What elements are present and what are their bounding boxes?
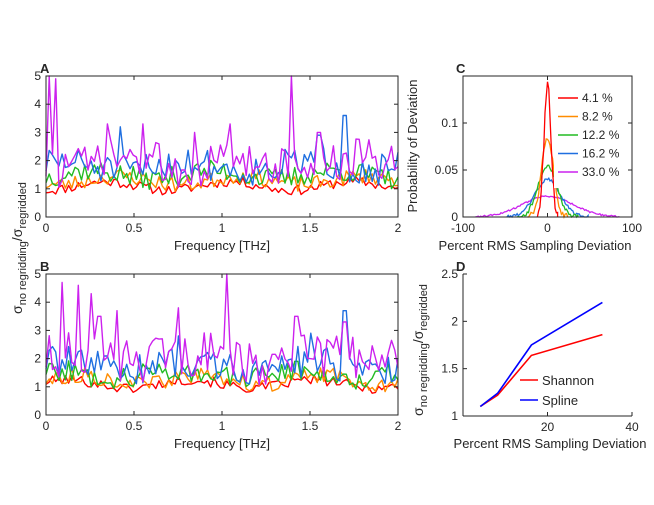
x-tick-label: 0: [43, 221, 50, 235]
plot-c-xlabel: Percent RMS Sampling Deviation: [439, 238, 632, 253]
panel-b: B 0 0.5 1 1.5 2 0 1 2 3 4 5 Frequency [THz]: [34, 259, 401, 451]
x-tick-label: 1.5: [302, 419, 319, 433]
x-tick-label: 1.5: [302, 221, 319, 235]
y-tick-label: 1: [34, 182, 41, 196]
d-ylabel-sigma-1: σ: [410, 407, 426, 416]
plot-a-xlabel: Frequency [THz]: [174, 238, 270, 253]
y-tick-label: 0: [451, 210, 458, 224]
legend-label: 8.2 %: [582, 110, 613, 124]
panel-d: D 20 40 1 1.5 2 2.5 Percent RMS Sampling Devi…: [410, 259, 646, 451]
y-tick-label: 2: [34, 154, 41, 168]
panel-a: A 0 0.5 1 1.5 2 0 1 2 3 4 5 Frequency [THz]: [34, 61, 401, 253]
x-tick-label: 0: [544, 221, 551, 235]
panel-letter-d: D: [456, 259, 465, 274]
y-tick-label: 2.5: [441, 267, 458, 281]
panel-letter-c: C: [456, 61, 466, 76]
x-tick-label: -100: [451, 221, 475, 235]
d-ylabel-sub-2: regridded: [418, 284, 430, 330]
x-tick-label: 20: [541, 420, 555, 434]
y-tick-label: 3: [34, 125, 41, 139]
legend-label: 4.1 %: [582, 91, 613, 105]
plot-b-axes: 0 0.5 1 1.5 2 0 1 2 3 4 5: [34, 267, 401, 433]
plot-a-frame: [45, 75, 399, 218]
y-tick-label: 1: [451, 409, 458, 423]
x-tick-label: 0.5: [126, 221, 143, 235]
plot-c-ylabel: Probability of Deviation: [405, 80, 420, 213]
series-line: [527, 138, 569, 219]
series-line: [516, 164, 579, 219]
plot-d-series: [479, 301, 603, 408]
plot-d-axes: 20 40 1 1.5 2 2.5: [441, 267, 639, 434]
ylabel-sub-2: regridded: [17, 182, 29, 228]
x-tick-label: 40: [625, 420, 639, 434]
y-tick-label: 0: [34, 408, 41, 422]
y-tick-label: 0: [34, 210, 41, 224]
panel-letter-a: A: [40, 61, 50, 76]
y-tick-label: 0.1: [441, 116, 458, 130]
legend-label: 33.0 %: [582, 165, 620, 179]
plot-d-xlabel: Percent RMS Sampling Deviation: [454, 436, 647, 451]
legend-label: 12.2 %: [582, 128, 620, 142]
x-tick-label: 1: [219, 419, 226, 433]
series-line: [45, 75, 399, 189]
y-tick-label: 2: [34, 352, 41, 366]
y-tick-label: 5: [34, 69, 41, 83]
y-tick-label: 0.05: [435, 163, 459, 177]
x-tick-label: 2: [395, 419, 402, 433]
y-tick-label: 1: [34, 380, 41, 394]
x-tick-label: 2: [395, 221, 402, 235]
y-tick-label: 4: [34, 97, 41, 111]
x-tick-label: 0.5: [126, 419, 143, 433]
plot-a-series: [45, 75, 399, 196]
ylabel-sigma-1: σ: [9, 305, 25, 314]
y-tick-label: 2: [451, 314, 458, 328]
legend-label: Spline: [542, 393, 578, 408]
d-ylabel-sub-1: no regridding: [418, 343, 430, 407]
series-line: [475, 195, 620, 218]
plot-d-ylabel-wrap: σno regridding/σregridded: [410, 284, 430, 416]
plot-d-legend: Shannon Spline: [520, 373, 594, 408]
y-tick-label: 4: [34, 295, 41, 309]
series-line: [45, 273, 399, 386]
ylabel-slash: /σ: [9, 228, 25, 241]
x-tick-label: 0: [43, 419, 50, 433]
legend-label: Shannon: [542, 373, 594, 388]
series-line: [536, 81, 559, 218]
y-tick-label: 3: [34, 323, 41, 337]
plot-b-xlabel: Frequency [THz]: [174, 436, 270, 451]
shared-ylabel-ab: σno regridding/σregridded: [9, 182, 29, 314]
series-line: [479, 301, 603, 408]
plot-d-ylabel: σno regridding/σregridded: [410, 284, 430, 416]
x-tick-label: 100: [622, 221, 642, 235]
d-ylabel-slash: /σ: [410, 330, 426, 343]
series-line: [45, 374, 399, 394]
series-line: [45, 310, 399, 385]
plot-c-legend: 4.1 % 8.2 % 12.2 % 16.2 % 33.0 %: [554, 86, 628, 188]
legend-box: [554, 86, 628, 188]
legend-label: 16.2 %: [582, 147, 620, 161]
panel-letter-b: B: [40, 259, 49, 274]
y-tick-label: 1.5: [441, 362, 458, 376]
y-tick-label: 5: [34, 267, 41, 281]
shared-ylabel-text: σno regridding/σregridded: [9, 182, 29, 314]
plot-b-frame: [45, 273, 399, 416]
plot-a-axes: 0 0.5 1 1.5 2 0 1 2 3 4 5: [34, 69, 401, 235]
ylabel-sub-1: no regridding: [17, 241, 29, 305]
x-tick-label: 1: [219, 221, 226, 235]
plot-b-series: [45, 273, 399, 394]
plot-c-series: [475, 81, 620, 219]
plot-c-ylabel-wrap: Probability of Deviation: [405, 80, 420, 213]
